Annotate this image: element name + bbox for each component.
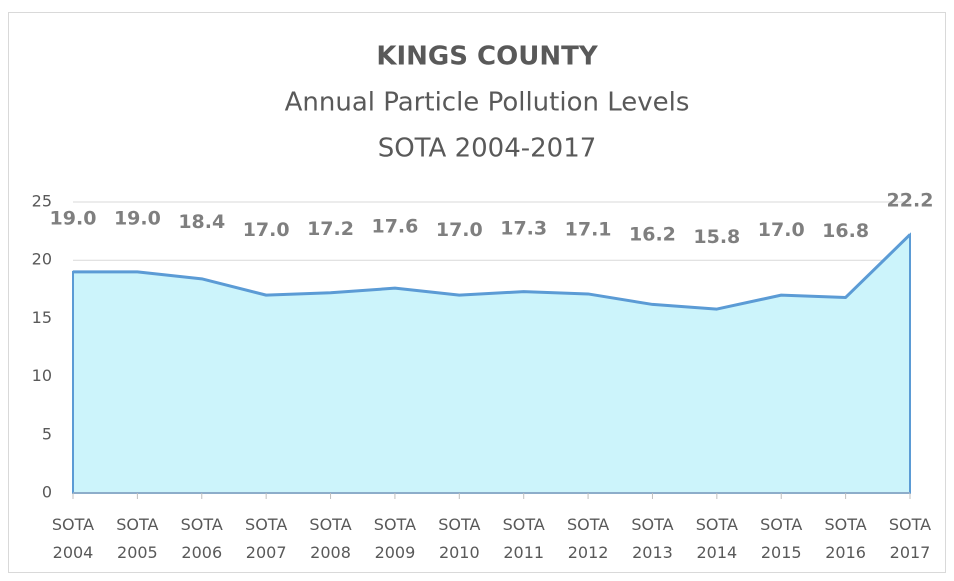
data-label: 17.3 [500,217,547,239]
x-tick-label: SOTA 2010 [438,515,480,562]
data-label: 19.0 [114,208,161,230]
chart-subtitle: SOTA 2004-2017 [378,134,597,164]
line [73,233,912,311]
data-label: 17.0 [758,219,805,241]
data-label: 17.6 [371,216,418,238]
x-tick-label: SOTA 2014 [696,515,738,562]
chart-title: KINGS COUNTY [376,42,598,72]
x-tick-label: SOTA 2009 [374,515,416,562]
chart-subtitle: Annual Particle Pollution Levels [285,88,690,118]
x-tick-label: SOTA 2006 [181,515,223,562]
data-label: 16.2 [629,224,676,246]
data-label: 16.8 [822,220,869,242]
data-label: 19.0 [50,208,97,230]
x-tick-label: SOTA 2008 [309,515,351,562]
x-tick-label: SOTA 2013 [631,515,673,562]
data-label: 17.0 [436,219,483,241]
x-tick-label: SOTA 2012 [567,515,609,562]
data-label: 17.2 [307,218,354,240]
y-tick-label: 15 [32,308,52,327]
y-tick-label: 25 [32,192,52,211]
y-tick-label: 0 [42,483,52,502]
data-label: 17.1 [565,219,612,241]
data-label: 17.0 [243,219,290,241]
x-tick-label: SOTA 2017 [889,515,931,562]
data-label: 15.8 [693,226,740,248]
y-tick-label: 10 [32,366,52,385]
x-tick-label: SOTA 2007 [245,515,287,562]
x-tick-label: SOTA 2004 [52,515,94,562]
x-tick-label: SOTA 2015 [760,515,802,562]
x-tick-label: SOTA 2011 [503,515,545,562]
data-label: 22.2 [887,189,934,211]
y-tick-label: 20 [32,250,52,269]
x-tick-label: SOTA 2005 [116,515,158,562]
data-label: 18.4 [178,211,225,233]
y-tick-label: 5 [42,424,52,443]
x-tick-label: SOTA 2016 [824,515,866,562]
